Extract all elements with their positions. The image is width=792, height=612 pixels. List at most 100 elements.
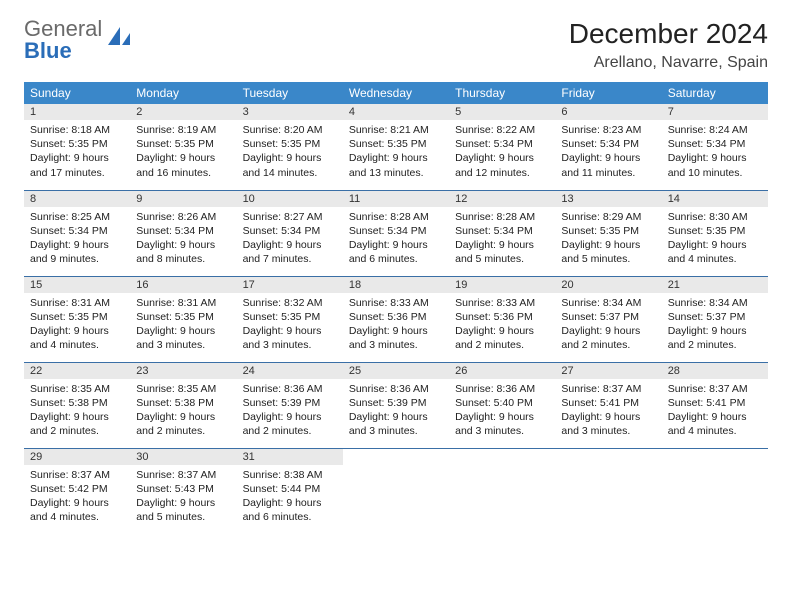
- day-info: Sunrise: 8:30 AMSunset: 5:35 PMDaylight:…: [662, 207, 768, 273]
- day-number: 10: [237, 191, 343, 207]
- day-number: 16: [130, 277, 236, 293]
- day-info: Sunrise: 8:37 AMSunset: 5:42 PMDaylight:…: [24, 465, 130, 531]
- calendar-day-cell: 20Sunrise: 8:34 AMSunset: 5:37 PMDayligh…: [555, 276, 661, 362]
- day-info: Sunrise: 8:36 AMSunset: 5:40 PMDaylight:…: [449, 379, 555, 445]
- calendar-week-row: 22Sunrise: 8:35 AMSunset: 5:38 PMDayligh…: [24, 362, 768, 448]
- calendar-day-cell: 14Sunrise: 8:30 AMSunset: 5:35 PMDayligh…: [662, 190, 768, 276]
- calendar-day-cell: 25Sunrise: 8:36 AMSunset: 5:39 PMDayligh…: [343, 362, 449, 448]
- calendar-day-cell: 19Sunrise: 8:33 AMSunset: 5:36 PMDayligh…: [449, 276, 555, 362]
- day-info: Sunrise: 8:28 AMSunset: 5:34 PMDaylight:…: [449, 207, 555, 273]
- day-info: Sunrise: 8:18 AMSunset: 5:35 PMDaylight:…: [24, 120, 130, 186]
- day-number: 6: [555, 104, 661, 120]
- day-info: Sunrise: 8:37 AMSunset: 5:41 PMDaylight:…: [662, 379, 768, 445]
- calendar-day-cell: 22Sunrise: 8:35 AMSunset: 5:38 PMDayligh…: [24, 362, 130, 448]
- day-number: 31: [237, 449, 343, 465]
- day-number: 29: [24, 449, 130, 465]
- calendar-day-cell: .: [555, 448, 661, 534]
- day-number: 21: [662, 277, 768, 293]
- calendar-day-cell: 27Sunrise: 8:37 AMSunset: 5:41 PMDayligh…: [555, 362, 661, 448]
- day-info: Sunrise: 8:25 AMSunset: 5:34 PMDaylight:…: [24, 207, 130, 273]
- day-info: Sunrise: 8:21 AMSunset: 5:35 PMDaylight:…: [343, 120, 449, 186]
- logo: General Blue: [24, 18, 134, 62]
- calendar-day-cell: 18Sunrise: 8:33 AMSunset: 5:36 PMDayligh…: [343, 276, 449, 362]
- calendar-day-cell: .: [662, 448, 768, 534]
- calendar-day-cell: 31Sunrise: 8:38 AMSunset: 5:44 PMDayligh…: [237, 448, 343, 534]
- month-title: December 2024: [569, 18, 768, 50]
- day-info: Sunrise: 8:35 AMSunset: 5:38 PMDaylight:…: [24, 379, 130, 445]
- calendar-day-cell: 5Sunrise: 8:22 AMSunset: 5:34 PMDaylight…: [449, 104, 555, 190]
- calendar-day-cell: 21Sunrise: 8:34 AMSunset: 5:37 PMDayligh…: [662, 276, 768, 362]
- calendar-day-cell: 4Sunrise: 8:21 AMSunset: 5:35 PMDaylight…: [343, 104, 449, 190]
- calendar-body: 1Sunrise: 8:18 AMSunset: 5:35 PMDaylight…: [24, 104, 768, 534]
- weekday-header: Saturday: [662, 82, 768, 104]
- day-number: 3: [237, 104, 343, 120]
- calendar-day-cell: .: [449, 448, 555, 534]
- day-number: 2: [130, 104, 236, 120]
- weekday-header: Tuesday: [237, 82, 343, 104]
- calendar-day-cell: 1Sunrise: 8:18 AMSunset: 5:35 PMDaylight…: [24, 104, 130, 190]
- weekday-header: Sunday: [24, 82, 130, 104]
- title-block: December 2024 Arellano, Navarre, Spain: [569, 18, 768, 72]
- day-info: Sunrise: 8:34 AMSunset: 5:37 PMDaylight:…: [555, 293, 661, 359]
- calendar-day-cell: 8Sunrise: 8:25 AMSunset: 5:34 PMDaylight…: [24, 190, 130, 276]
- calendar-day-cell: 15Sunrise: 8:31 AMSunset: 5:35 PMDayligh…: [24, 276, 130, 362]
- day-info: Sunrise: 8:20 AMSunset: 5:35 PMDaylight:…: [237, 120, 343, 186]
- weekday-header-row: SundayMondayTuesdayWednesdayThursdayFrid…: [24, 82, 768, 104]
- weekday-header: Wednesday: [343, 82, 449, 104]
- day-number: 13: [555, 191, 661, 207]
- day-info: Sunrise: 8:31 AMSunset: 5:35 PMDaylight:…: [24, 293, 130, 359]
- day-info: Sunrise: 8:37 AMSunset: 5:41 PMDaylight:…: [555, 379, 661, 445]
- calendar-day-cell: 7Sunrise: 8:24 AMSunset: 5:34 PMDaylight…: [662, 104, 768, 190]
- day-info: Sunrise: 8:23 AMSunset: 5:34 PMDaylight:…: [555, 120, 661, 186]
- calendar-day-cell: 2Sunrise: 8:19 AMSunset: 5:35 PMDaylight…: [130, 104, 236, 190]
- logo-word2: Blue: [24, 40, 102, 62]
- day-number: 8: [24, 191, 130, 207]
- day-info: Sunrise: 8:33 AMSunset: 5:36 PMDaylight:…: [449, 293, 555, 359]
- day-number: 4: [343, 104, 449, 120]
- day-number: 26: [449, 363, 555, 379]
- day-info: Sunrise: 8:29 AMSunset: 5:35 PMDaylight:…: [555, 207, 661, 273]
- day-number: 23: [130, 363, 236, 379]
- day-number: 30: [130, 449, 236, 465]
- calendar-page: General Blue December 2024 Arellano, Nav…: [0, 0, 792, 552]
- location-label: Arellano, Navarre, Spain: [569, 54, 768, 72]
- day-number: 22: [24, 363, 130, 379]
- day-info: Sunrise: 8:36 AMSunset: 5:39 PMDaylight:…: [237, 379, 343, 445]
- calendar-day-cell: 16Sunrise: 8:31 AMSunset: 5:35 PMDayligh…: [130, 276, 236, 362]
- calendar-day-cell: 12Sunrise: 8:28 AMSunset: 5:34 PMDayligh…: [449, 190, 555, 276]
- calendar-day-cell: 10Sunrise: 8:27 AMSunset: 5:34 PMDayligh…: [237, 190, 343, 276]
- logo-word1: General: [24, 18, 102, 40]
- calendar-day-cell: 3Sunrise: 8:20 AMSunset: 5:35 PMDaylight…: [237, 104, 343, 190]
- calendar-day-cell: 23Sunrise: 8:35 AMSunset: 5:38 PMDayligh…: [130, 362, 236, 448]
- day-number: 18: [343, 277, 449, 293]
- day-info: Sunrise: 8:36 AMSunset: 5:39 PMDaylight:…: [343, 379, 449, 445]
- weekday-header: Thursday: [449, 82, 555, 104]
- calendar-day-cell: 11Sunrise: 8:28 AMSunset: 5:34 PMDayligh…: [343, 190, 449, 276]
- day-number: 28: [662, 363, 768, 379]
- weekday-header: Friday: [555, 82, 661, 104]
- day-info: Sunrise: 8:37 AMSunset: 5:43 PMDaylight:…: [130, 465, 236, 531]
- day-info: Sunrise: 8:34 AMSunset: 5:37 PMDaylight:…: [662, 293, 768, 359]
- day-info: Sunrise: 8:26 AMSunset: 5:34 PMDaylight:…: [130, 207, 236, 273]
- calendar-day-cell: 13Sunrise: 8:29 AMSunset: 5:35 PMDayligh…: [555, 190, 661, 276]
- calendar-day-cell: 9Sunrise: 8:26 AMSunset: 5:34 PMDaylight…: [130, 190, 236, 276]
- calendar-day-cell: 6Sunrise: 8:23 AMSunset: 5:34 PMDaylight…: [555, 104, 661, 190]
- day-number: 14: [662, 191, 768, 207]
- calendar-week-row: 29Sunrise: 8:37 AMSunset: 5:42 PMDayligh…: [24, 448, 768, 534]
- day-info: Sunrise: 8:28 AMSunset: 5:34 PMDaylight:…: [343, 207, 449, 273]
- calendar-day-cell: 26Sunrise: 8:36 AMSunset: 5:40 PMDayligh…: [449, 362, 555, 448]
- day-number: 25: [343, 363, 449, 379]
- day-number: 27: [555, 363, 661, 379]
- day-info: Sunrise: 8:27 AMSunset: 5:34 PMDaylight:…: [237, 207, 343, 273]
- calendar-week-row: 1Sunrise: 8:18 AMSunset: 5:35 PMDaylight…: [24, 104, 768, 190]
- day-number: 17: [237, 277, 343, 293]
- day-info: Sunrise: 8:19 AMSunset: 5:35 PMDaylight:…: [130, 120, 236, 186]
- calendar-day-cell: 29Sunrise: 8:37 AMSunset: 5:42 PMDayligh…: [24, 448, 130, 534]
- calendar-day-cell: 30Sunrise: 8:37 AMSunset: 5:43 PMDayligh…: [130, 448, 236, 534]
- day-info: Sunrise: 8:31 AMSunset: 5:35 PMDaylight:…: [130, 293, 236, 359]
- day-number: 12: [449, 191, 555, 207]
- calendar-day-cell: 24Sunrise: 8:36 AMSunset: 5:39 PMDayligh…: [237, 362, 343, 448]
- day-info: Sunrise: 8:33 AMSunset: 5:36 PMDaylight:…: [343, 293, 449, 359]
- calendar-day-cell: .: [343, 448, 449, 534]
- day-number: 19: [449, 277, 555, 293]
